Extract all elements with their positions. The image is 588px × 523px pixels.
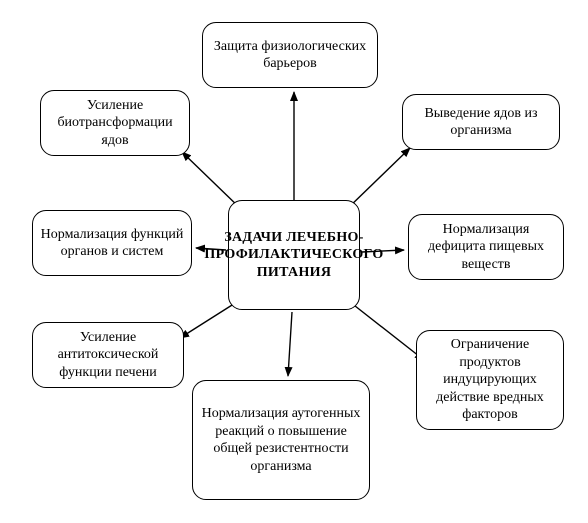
node-label: Нормализация функций органов и систем: [39, 226, 185, 261]
node-label: Нормализация дефицита пищевых веществ: [415, 221, 557, 274]
edge-bot_right: [350, 302, 424, 360]
center-node: ЗАДАЧИ ЛЕЧЕБНО-ПРОФИЛАКТИЧЕСКОГО ПИТАНИЯ: [228, 200, 360, 310]
node-bot_left: Усиление антитоксической функции печени: [32, 322, 184, 388]
node-label: Защита физиологических барьеров: [209, 38, 371, 73]
node-mid_right: Нормализация дефицита пищевых веществ: [408, 214, 564, 280]
node-mid_left: Нормализация функций органов и систем: [32, 210, 192, 276]
node-bot_right: Ограничение продуктов индуцирующих дейст…: [416, 330, 564, 430]
diagram-canvas: ЗАДАЧИ ЛЕЧЕБНО-ПРОФИЛАКТИЧЕСКОГО ПИТАНИЯ…: [0, 0, 588, 523]
node-label: Нормализация аутогенных реакций о повыше…: [199, 405, 363, 475]
edge-top_left: [182, 152, 242, 210]
node-label: Усиление антитоксической функции печени: [39, 329, 177, 382]
edge-bottom: [288, 312, 292, 376]
node-label: Выведение ядов из организма: [409, 105, 553, 140]
node-label: Усиление биотрансформации ядов: [47, 97, 183, 150]
node-label: Ограничение продуктов индуцирующих дейст…: [423, 336, 557, 424]
node-top_right: Выведение ядов из организма: [402, 94, 560, 150]
edge-top_right: [346, 148, 410, 210]
node-top: Защита физиологических барьеров: [202, 22, 378, 88]
node-bottom: Нормализация аутогенных реакций о повыше…: [192, 380, 370, 500]
node-top_left: Усиление биотрансформации ядов: [40, 90, 190, 156]
center-label: ЗАДАЧИ ЛЕЧЕБНО-ПРОФИЛАКТИЧЕСКОГО ПИТАНИЯ: [204, 229, 383, 282]
